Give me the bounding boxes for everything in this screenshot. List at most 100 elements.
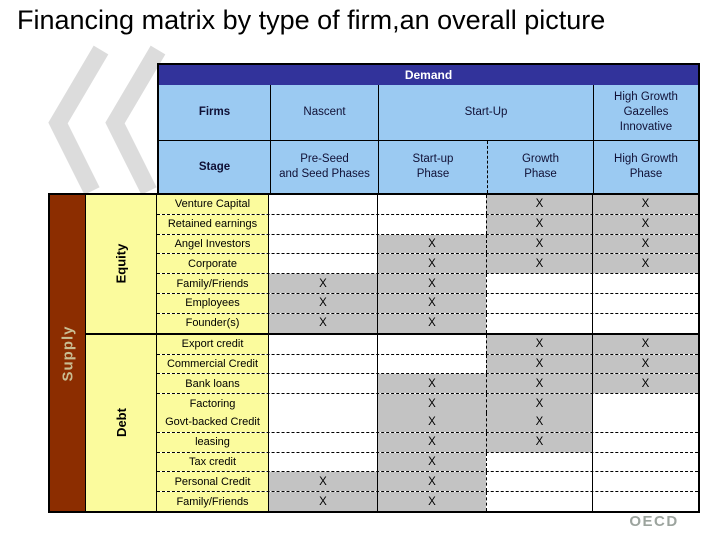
matrix-row: Family/Friends X X	[157, 492, 698, 511]
matrix-row: Personal Credit X X	[157, 472, 698, 493]
matrix-row: Commercial Credit X X	[157, 354, 698, 375]
row-label: Factoring	[157, 394, 269, 413]
matrix-cell-high-growth: X	[592, 254, 698, 274]
matrix-cell-startup: X	[377, 412, 486, 432]
matrix-row: Govt-backed Credit X X	[157, 412, 698, 433]
row-label: Angel Investors	[157, 234, 269, 254]
matrix-cell-nascent: X	[269, 294, 377, 313]
row-label: Family/Friends	[157, 492, 269, 511]
row-label: Family/Friends	[157, 274, 269, 294]
matrix-cell-startup	[377, 214, 486, 234]
row-label: Commercial Credit	[157, 354, 269, 374]
section-equity: Equity Venture Capital X X Retained earnings…	[86, 195, 698, 335]
stage-header-row: Stage Pre-Seed and Seed Phases Start-up …	[159, 140, 698, 193]
matrix-cell-startup: X	[377, 274, 486, 294]
firms-header-cell: Firms	[198, 106, 231, 119]
matrix-cell-startup: X	[377, 234, 486, 254]
matrix-cell-growth	[486, 294, 592, 313]
matrix-cell-high-growth	[592, 452, 698, 472]
demand-band: Demand	[159, 65, 698, 85]
matrix-cell-startup	[377, 354, 486, 374]
matrix-row: Venture Capital X X	[157, 195, 698, 215]
matrix-cell-high-growth: X	[592, 234, 698, 254]
matrix-cell-nascent: X	[269, 472, 377, 492]
matrix-cell-growth	[486, 274, 592, 294]
matrix-cell-high-growth	[592, 394, 698, 413]
high-growth-phase-cell: High Growth Phase	[593, 141, 698, 193]
row-label: Bank loans	[157, 374, 269, 394]
row-label: Personal Credit	[157, 472, 269, 492]
matrix-cell-nascent: X	[269, 492, 377, 511]
matrix-cell-nascent	[269, 254, 377, 274]
section-label-cell: Equity	[86, 195, 157, 333]
supply-axis-label: Supply	[59, 324, 77, 382]
firms-header-row: Firms Nascent Start-Up High Growth Gazel…	[159, 85, 698, 140]
matrix-cell-high-growth	[592, 412, 698, 432]
matrix-cell-nascent: X	[269, 274, 377, 294]
startup-header-cell: Start-Up	[378, 85, 593, 140]
startup-phase-cell: Start-up Phase	[378, 141, 487, 193]
section-label: Debt	[113, 408, 129, 438]
matrix-row: Corporate X X X	[157, 254, 698, 275]
matrix-cell-startup: X	[377, 452, 486, 472]
matrix-cell-nascent	[269, 432, 377, 452]
matrix-cell-growth: X	[486, 432, 592, 452]
matrix-cell-growth: X	[486, 195, 592, 214]
matrix-row: Retained earnings X X	[157, 214, 698, 235]
matrix-cell-high-growth: X	[592, 214, 698, 234]
matrix-cell-nascent	[269, 195, 377, 214]
row-label: leasing	[157, 432, 269, 452]
matrix-cell-high-growth	[592, 294, 698, 313]
matrix-cell-startup: X	[377, 254, 486, 274]
matrix-cell-high-growth: X	[592, 195, 698, 214]
supply-axis-bar: Supply	[50, 195, 86, 511]
matrix-cell-high-growth	[592, 492, 698, 511]
matrix-cell-growth	[486, 313, 592, 333]
matrix-cell-nascent	[269, 214, 377, 234]
matrix-cell-high-growth: X	[592, 334, 698, 354]
matrix-cell-growth: X	[486, 354, 592, 374]
matrix-cell-startup: X	[377, 432, 486, 452]
matrix-cell-startup: X	[377, 394, 486, 413]
matrix-cell-high-growth: X	[592, 374, 698, 394]
matrix-body: Supply Equity Venture Capital X X Retained e…	[48, 193, 700, 513]
pre-seed-phase-cell: Pre-Seed and Seed Phases	[270, 141, 378, 193]
matrix-cell-high-growth: X	[592, 354, 698, 374]
matrix-header: Demand Firms Nascent Start-Up High Growt…	[157, 63, 700, 193]
nascent-header-cell: Nascent	[270, 85, 378, 140]
matrix-cell-high-growth	[592, 432, 698, 452]
matrix-cell-high-growth	[592, 313, 698, 333]
row-label: Govt-backed Credit	[157, 412, 269, 432]
matrix-row: Employees X X	[157, 294, 698, 314]
matrix-cell-growth: X	[486, 412, 592, 432]
row-label: Venture Capital	[157, 195, 269, 214]
matrix-cell-startup: X	[377, 313, 486, 333]
matrix-cell-nascent	[269, 354, 377, 374]
matrix-cell-nascent	[269, 412, 377, 432]
matrix-cell-nascent	[269, 452, 377, 472]
matrix-cell-high-growth	[592, 472, 698, 492]
oecd-logo-text: OECD	[629, 513, 679, 530]
matrix-cell-growth: X	[486, 394, 592, 413]
matrix-row: Tax credit X	[157, 452, 698, 473]
matrix-cell-startup: X	[377, 492, 486, 511]
matrix-row: Factoring X X	[157, 394, 698, 413]
matrix-cell-high-growth	[592, 274, 698, 294]
matrix-cell-growth	[486, 472, 592, 492]
matrix-cell-startup: X	[377, 294, 486, 313]
section-label-cell: Debt	[86, 334, 157, 511]
matrix-cell-nascent	[269, 334, 377, 354]
row-label: Tax credit	[157, 452, 269, 472]
section-debt: Debt Export credit X X Commercial Credit X X Ba…	[86, 334, 698, 511]
matrix-row: Family/Friends X X	[157, 274, 698, 295]
stage-header-cell: Stage	[198, 160, 231, 173]
matrix-row: Export credit X X	[157, 334, 698, 355]
matrix-row: Founder(s) X X	[157, 313, 698, 333]
matrix-cell-growth: X	[486, 254, 592, 274]
matrix-sections: Equity Venture Capital X X Retained earnings…	[86, 195, 698, 511]
matrix-row: leasing X X	[157, 432, 698, 453]
row-label: Employees	[157, 294, 269, 313]
matrix-cell-growth: X	[486, 334, 592, 354]
matrix-cell-growth: X	[486, 234, 592, 254]
growth-phase-cell: Growth Phase	[487, 141, 593, 193]
